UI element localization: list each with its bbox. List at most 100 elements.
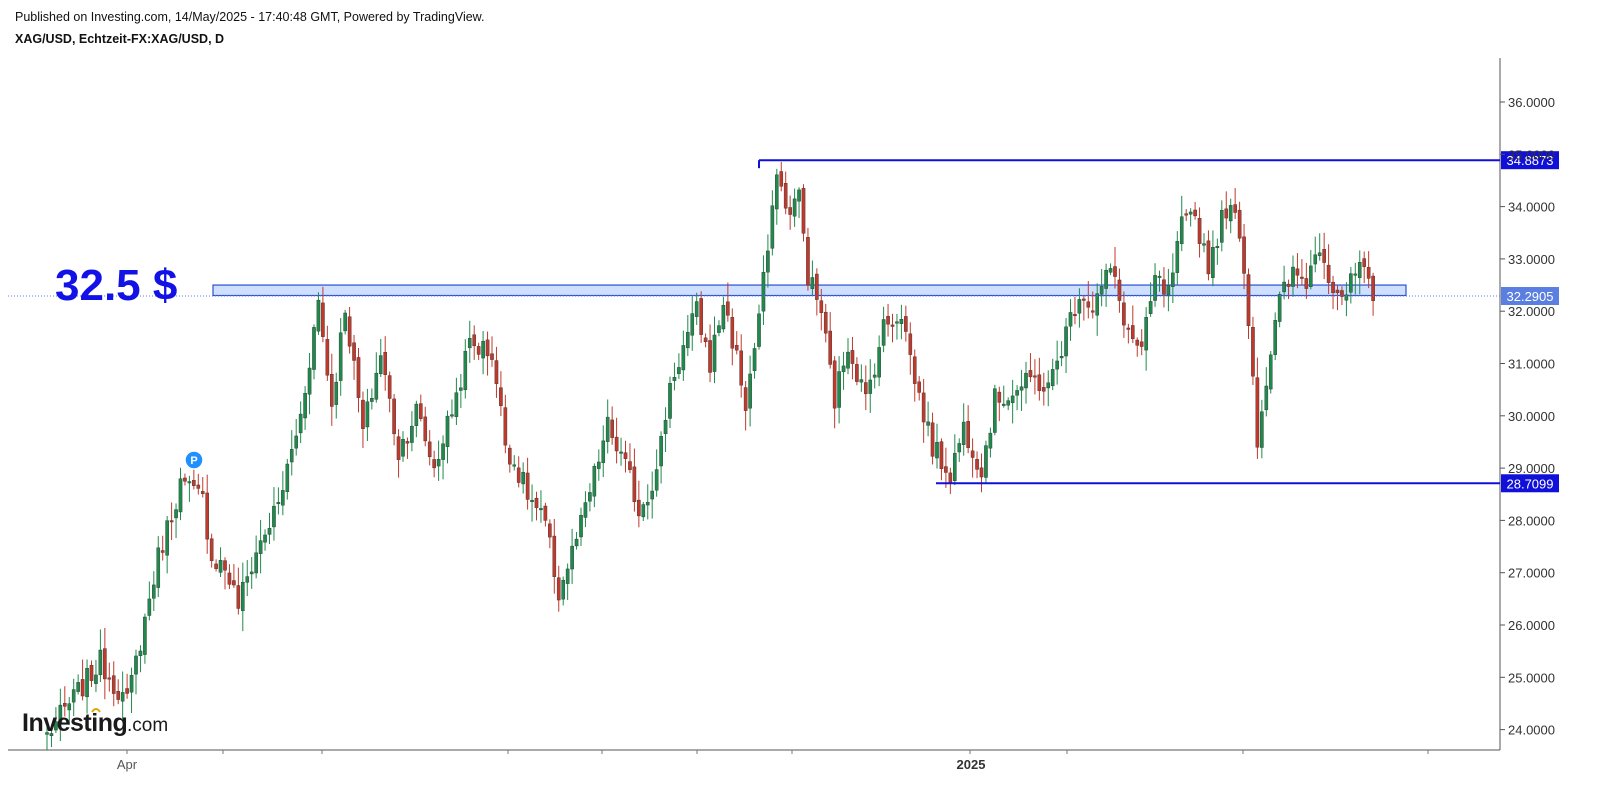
candle-body [1050,369,1055,387]
candle [1006,397,1010,411]
candle [58,688,63,742]
candle [98,629,103,683]
candle-body [499,387,503,407]
candle-body [1277,293,1282,322]
candle-body [445,415,450,447]
candle [1304,262,1309,299]
candle [160,535,165,561]
candle [71,678,76,717]
candle [1050,358,1055,391]
candle-body [1122,302,1126,326]
candle [187,475,192,502]
candle [677,353,681,379]
candle-body [1282,281,1286,293]
zone-label: 32.5 $ [55,261,177,310]
candle [783,171,788,215]
candle [859,364,864,392]
candle [997,386,1002,422]
candle-body [396,436,401,460]
candle-body [281,490,285,506]
candle [1193,201,1197,220]
candle-body [1362,258,1366,267]
candle-body [209,538,214,561]
candle-body [783,183,788,209]
candle-body [815,273,819,300]
candle [739,334,743,398]
investing-logo: Investing .com [22,708,168,737]
candle [63,686,67,717]
candle-body [1144,316,1148,351]
candle-body [1077,299,1082,314]
candle [236,567,241,615]
candle [770,190,775,256]
candle-body [734,345,739,351]
candle-body [525,472,530,500]
candle [494,346,499,398]
candle [877,335,881,387]
published-caption: Published on Investing.com, 14/May/2025 … [15,10,485,24]
candle [298,401,303,444]
candle-body [294,435,299,449]
resistance-zone [212,284,1407,297]
candle [499,371,503,417]
candle-body [841,365,846,373]
candle [579,507,583,547]
candle [806,227,810,291]
candle [1108,263,1113,276]
candle-body [192,480,196,486]
candle [285,459,290,500]
candle [637,480,641,528]
candle [1340,286,1344,306]
candle [1362,251,1366,284]
candle-body [263,534,267,543]
candle [614,417,619,464]
candle [325,325,330,381]
candle-body [543,505,548,521]
pin-marker[interactable]: P [184,450,204,470]
candle [1246,268,1251,340]
candle [588,483,592,512]
candle [850,336,855,380]
candle [94,659,98,693]
candle-body [249,571,254,575]
candle [450,399,454,419]
candle [227,564,232,590]
candle-body [205,492,210,540]
candle-body [668,382,672,419]
candle-body [476,346,481,355]
candle-body [659,436,663,467]
candle-body [1073,314,1077,317]
candle [610,406,614,445]
candle-body [1317,252,1322,256]
candle [178,467,183,521]
candle [1166,268,1171,312]
candle-body [846,351,850,369]
candle [690,296,695,351]
x-tick-label: Apr [117,757,138,772]
logo-accent-icon [91,708,101,713]
candle-body [1148,301,1153,314]
y-tick-label: 30.0000 [1508,409,1555,424]
candle [970,438,975,478]
candle-body [997,391,1002,403]
candle-body [645,502,650,506]
candle [343,309,347,335]
candle-body [930,422,935,457]
candle [717,320,721,337]
candle-body [423,416,428,442]
candle-body [1255,377,1260,448]
candle [1055,340,1059,385]
candle [1171,253,1175,303]
candle [530,484,534,522]
candle-body [298,413,303,434]
candle-body [94,674,98,684]
candle [370,388,374,410]
candle [556,565,561,612]
candle [1273,312,1277,361]
candle-body [503,407,508,446]
candle-body [160,550,165,553]
candle-body [347,316,352,347]
candle-body [71,689,76,703]
candle-body [628,461,632,470]
